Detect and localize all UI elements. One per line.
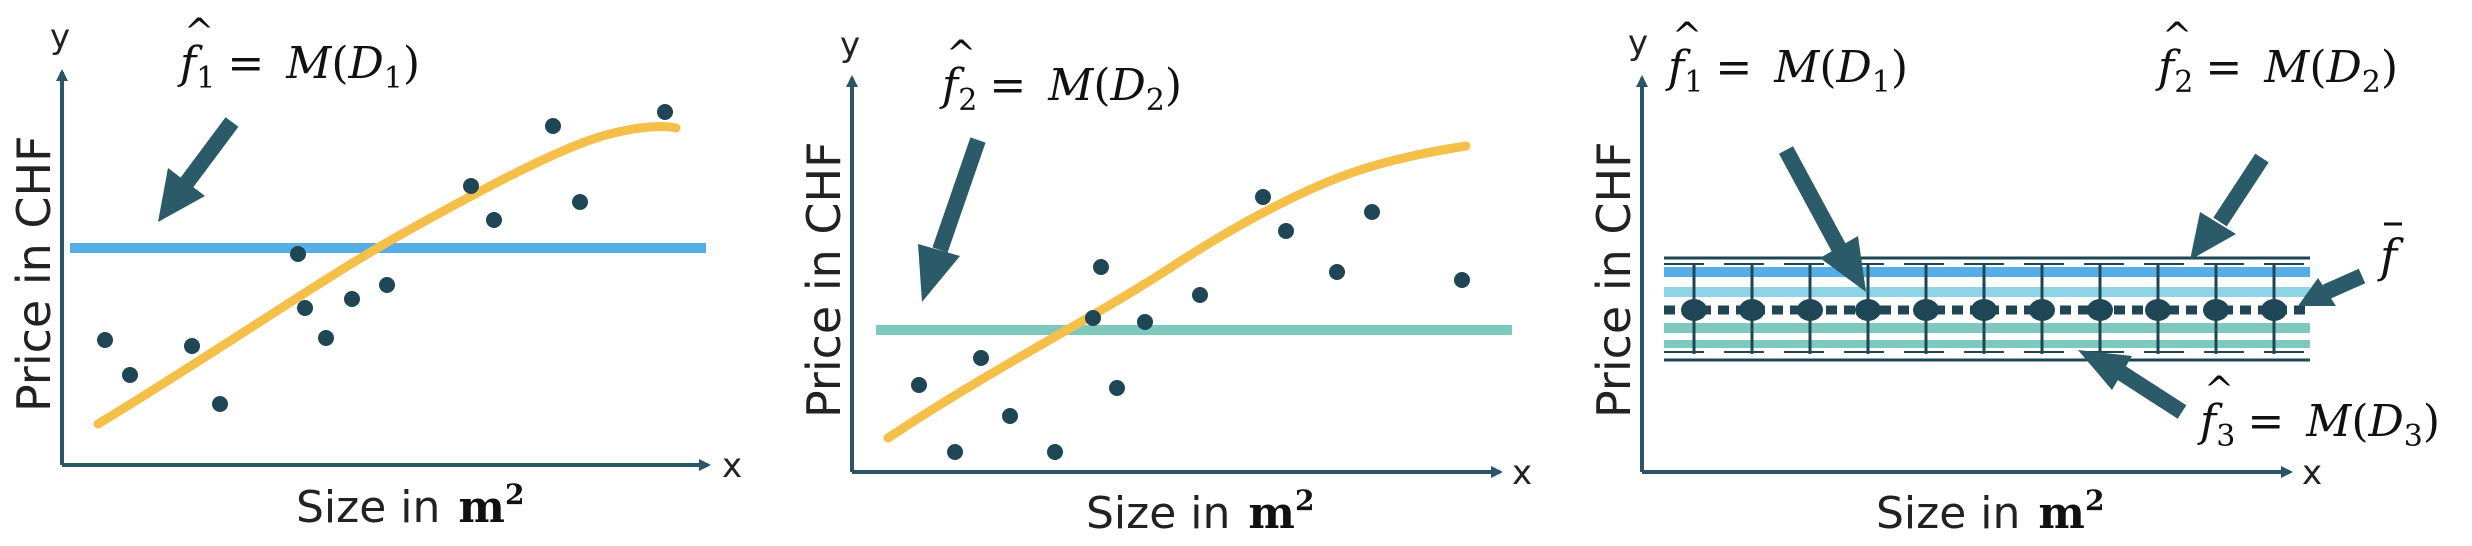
data-point — [1093, 259, 1109, 275]
panel-2-points — [911, 189, 1470, 460]
data-point — [1255, 189, 1271, 205]
panel-3-annotation-f1: f1 = M(D1) — [1665, 42, 1908, 100]
panel-3-arrow-f3 — [2078, 350, 2187, 419]
mean-marker — [2087, 299, 2113, 321]
data-point — [1137, 314, 1153, 330]
mean-marker — [1681, 299, 1707, 321]
panel-3-hat-f2: ^ — [2162, 16, 2192, 57]
panel-1-points — [97, 104, 673, 412]
panel-1: y x Price in CHF Size in m2 f1 = M(D — [7, 12, 742, 533]
data-point — [463, 178, 479, 194]
panel-3-x-letter: x — [2302, 453, 2322, 493]
panel-3-hat-f1: ^ — [1672, 16, 1702, 57]
mean-marker — [1739, 299, 1765, 321]
panel-2-y-letter: y — [840, 25, 860, 65]
panel-3: y x Price in CHF Size in m2 — [1587, 16, 2440, 539]
data-point — [297, 300, 313, 316]
data-point — [947, 444, 963, 460]
mean-marker — [1855, 299, 1881, 321]
data-point — [290, 246, 306, 262]
data-point — [344, 291, 360, 307]
panel-1-x-label: Size in m2 — [296, 478, 524, 533]
data-point — [486, 212, 502, 228]
data-point — [1085, 310, 1101, 326]
data-point — [572, 194, 588, 210]
data-point — [1278, 223, 1294, 239]
panel-1-y-label: Price in CHF — [7, 135, 61, 412]
mean-marker — [1971, 299, 1997, 321]
panel-1-annotation-arrow — [158, 117, 239, 222]
panel-2: y x Price in CHF Size in m2 — [797, 25, 1532, 539]
panel-1-true-curve — [93, 122, 681, 429]
panel-1-x-letter: x — [722, 446, 742, 486]
data-point — [657, 104, 673, 120]
panel-2-annotation: f2 = M(D2) — [939, 60, 1182, 118]
data-point — [212, 396, 228, 412]
mean-marker — [2261, 299, 2287, 321]
panel-1-annotation: f1 = M(D1) — [177, 38, 420, 96]
panel-2-true-curve — [883, 141, 1471, 443]
data-point — [97, 332, 113, 348]
data-point — [1109, 380, 1125, 396]
data-point — [973, 350, 989, 366]
data-point — [1329, 264, 1345, 280]
panel-2-x-letter: x — [1512, 453, 1532, 493]
data-point — [318, 330, 334, 346]
panel-2-annotation-arrow — [918, 137, 986, 302]
panel-3-arrow-f1 — [1778, 146, 1866, 292]
data-point — [379, 277, 395, 293]
data-point — [1047, 444, 1063, 460]
panel-3-arrow-f2 — [2190, 153, 2269, 260]
panel-2-hat: ^ — [946, 34, 976, 75]
mean-marker — [2029, 299, 2055, 321]
panel-3-mean-markers — [1681, 299, 2287, 321]
data-point — [1002, 408, 1018, 424]
data-point — [122, 367, 138, 383]
data-point — [545, 118, 561, 134]
data-point — [184, 338, 200, 354]
panel-3-mean-label: f — [2377, 229, 2404, 283]
panel-3-band — [1664, 256, 2310, 362]
panel-3-hat-f3: ^ — [2204, 370, 2234, 411]
panel-3-y-label: Price in CHF — [1587, 141, 1641, 418]
mean-marker — [2145, 299, 2171, 321]
panel-2-x-label: Size in m2 — [1086, 484, 1314, 539]
mean-marker — [2203, 299, 2229, 321]
mean-marker — [1913, 299, 1939, 321]
panel-3-arrow-mean — [2298, 268, 2366, 306]
panel-1-hat: ^ — [184, 12, 214, 53]
data-point — [1192, 287, 1208, 303]
panel-1-y-letter: y — [50, 17, 70, 57]
panel-2-y-label: Price in CHF — [797, 141, 851, 418]
panel-3-x-label: Size in m2 — [1876, 484, 2104, 539]
data-point — [1364, 204, 1380, 220]
panel-3-annotation-f3: f3 = M(D3) — [2197, 396, 2440, 454]
panel-3-y-letter: y — [1628, 23, 1648, 63]
mean-marker — [1797, 299, 1823, 321]
data-point — [911, 377, 927, 393]
data-point — [1454, 272, 1470, 288]
